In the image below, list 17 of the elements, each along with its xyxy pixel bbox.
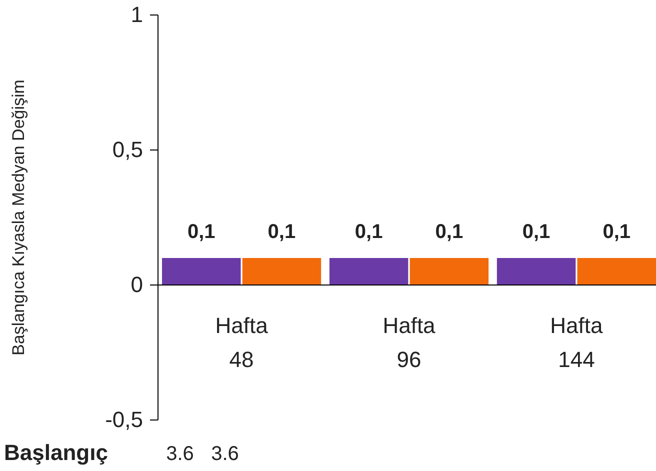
y-tick-label: 1 — [130, 2, 143, 28]
data-label: 0,1 — [354, 221, 383, 243]
y-axis-title: Başlangıca Kıyasla Medyan Değişim — [9, 80, 28, 356]
data-label: 0,1 — [435, 221, 464, 243]
y-tick-label: -0,5 — [105, 407, 143, 432]
x-tick-label: Hafta 48 — [215, 313, 269, 372]
y-tick-label: 0 — [130, 272, 143, 298]
text: 3.6 — [211, 443, 239, 465]
x-tick-label: Hafta 144 — [550, 313, 604, 372]
data-label: 0,1 — [268, 221, 296, 243]
data-label: 0,1 — [187, 221, 216, 243]
x-tick-label: Hafta 96 — [382, 313, 436, 372]
y-tick-label: 0,5 — [112, 137, 143, 162]
data-label: 0,1 — [522, 221, 550, 243]
data-label: 0,1 — [602, 221, 631, 243]
text: Başlangıç — [4, 440, 108, 465]
text: 3.6 — [166, 443, 194, 465]
